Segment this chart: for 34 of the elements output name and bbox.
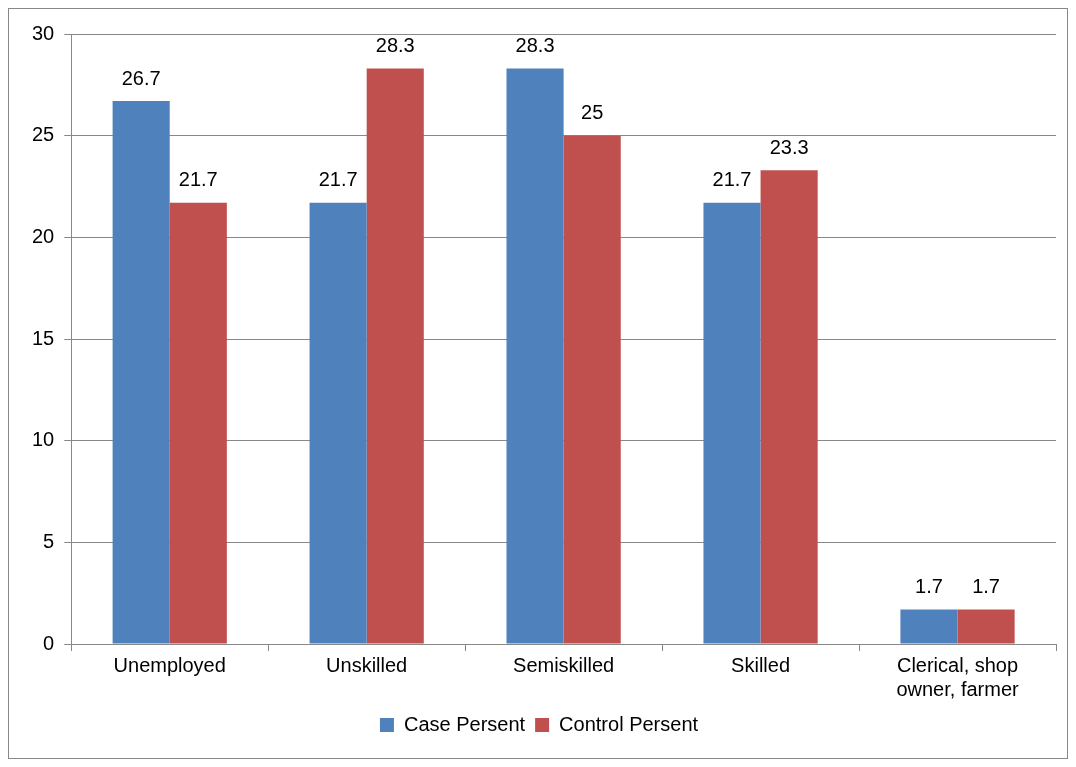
- x-tick-label: Unemployed: [113, 653, 226, 676]
- bar: [563, 135, 621, 644]
- bar: [112, 101, 170, 644]
- bar: [703, 202, 761, 644]
- data-label: 25: [581, 101, 604, 124]
- data-label: 23.3: [769, 135, 809, 158]
- y-tick-label: 0: [43, 631, 55, 654]
- x-tick-label: Semiskilled: [513, 653, 615, 676]
- y-tick-label: 30: [32, 21, 55, 44]
- legend-label: Control Persent: [559, 712, 699, 735]
- data-label: 1.7: [972, 574, 1000, 597]
- x-tick-label: Skilled: [731, 653, 791, 676]
- legend-label: Case Persent: [403, 712, 526, 735]
- bar: [957, 609, 1015, 644]
- data-label: 1.7: [915, 574, 943, 597]
- bar: [506, 68, 564, 644]
- y-tick-label: 15: [32, 326, 55, 349]
- x-tick-label: Unskilled: [326, 653, 408, 676]
- data-label: 28.3: [375, 34, 415, 57]
- bar: [900, 609, 958, 644]
- data-label: 28.3: [515, 34, 555, 57]
- x-tick-label: Clerical, shop owner, farmer: [896, 653, 1019, 700]
- bar: [760, 170, 818, 644]
- y-tick-label: 25: [32, 123, 55, 146]
- data-label: 21.7: [712, 168, 752, 191]
- y-tick-label: 5: [43, 529, 55, 552]
- y-tick-label: 10: [32, 428, 55, 451]
- data-label: 21.7: [178, 168, 218, 191]
- data-label: 21.7: [318, 168, 358, 191]
- y-tick-label: 20: [32, 224, 55, 247]
- bar: [169, 202, 227, 644]
- bar: [309, 202, 367, 644]
- data-label: 26.7: [121, 66, 161, 89]
- bar: [366, 68, 424, 644]
